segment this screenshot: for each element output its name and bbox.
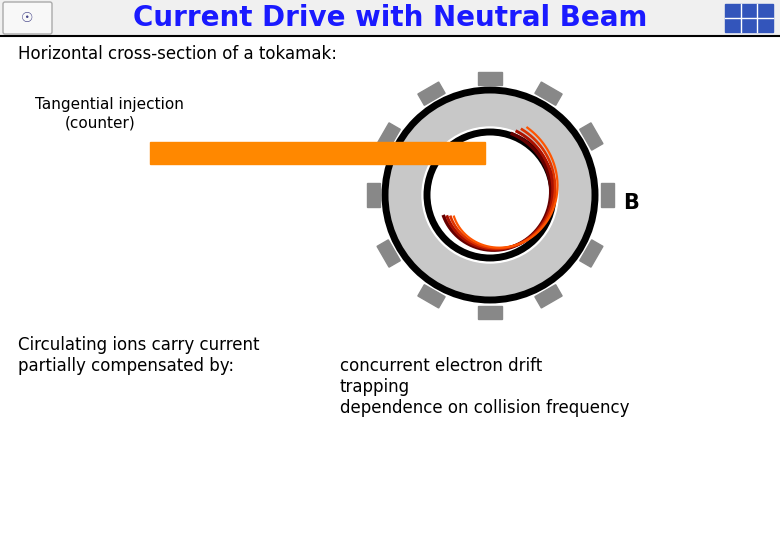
Text: Current Drive with Neutral Beam: Current Drive with Neutral Beam [133, 4, 647, 32]
Bar [601, 183, 614, 207]
Bar [580, 123, 603, 150]
Text: Circulating ions carry current: Circulating ions carry current [18, 336, 260, 354]
Text: concurrent electron drift: concurrent electron drift [340, 357, 542, 375]
Bar [478, 71, 502, 84]
Text: partially compensated by:: partially compensated by: [18, 357, 234, 375]
Bar [0, 0, 780, 35]
Bar [725, 4, 773, 32]
Bar [377, 240, 400, 267]
Bar [418, 285, 445, 308]
Bar [580, 240, 603, 267]
Bar [478, 306, 502, 319]
Text: ☉: ☉ [21, 11, 34, 25]
Bar [367, 183, 380, 207]
Bar [418, 82, 445, 105]
Circle shape [385, 90, 595, 300]
Bar [150, 142, 485, 164]
Text: B: B [623, 193, 639, 213]
FancyBboxPatch shape [3, 2, 52, 34]
Text: dependence on collision frequency: dependence on collision frequency [340, 399, 629, 417]
Bar [535, 82, 562, 105]
Text: trapping: trapping [340, 378, 410, 396]
Bar [377, 123, 400, 150]
Text: Tangential injection: Tangential injection [35, 98, 184, 112]
Bar [535, 285, 562, 308]
Circle shape [422, 127, 558, 263]
Text: (counter): (counter) [65, 116, 136, 131]
Text: Horizontal cross-section of a tokamak:: Horizontal cross-section of a tokamak: [18, 45, 337, 63]
